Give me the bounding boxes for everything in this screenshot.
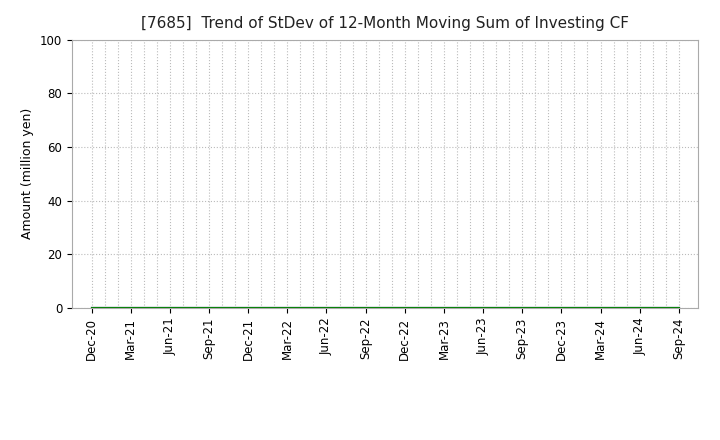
Y-axis label: Amount (million yen): Amount (million yen): [22, 108, 35, 239]
Title: [7685]  Trend of StDev of 12-Month Moving Sum of Investing CF: [7685] Trend of StDev of 12-Month Moving…: [141, 16, 629, 32]
